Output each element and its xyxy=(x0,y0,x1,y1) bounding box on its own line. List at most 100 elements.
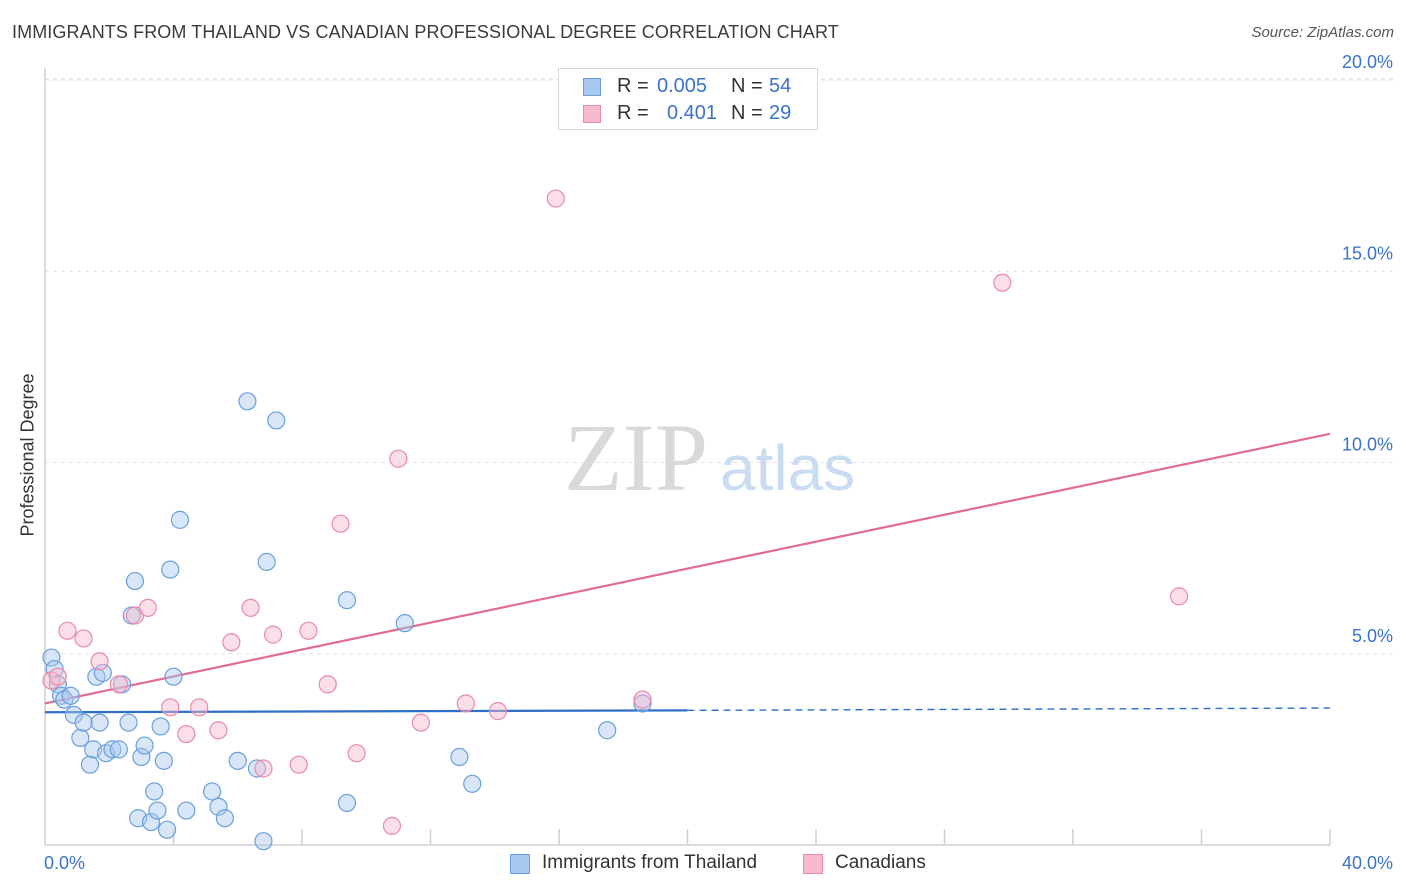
y-tick-label: 15.0% xyxy=(1342,243,1393,263)
point-thailand xyxy=(337,793,357,813)
point-thailand xyxy=(598,721,617,740)
watermark-atlas: atlas xyxy=(720,432,855,504)
r-value: 0.005 xyxy=(657,75,708,97)
source-credit: Source: ZipAtlas.com xyxy=(1251,24,1394,41)
legend-swatch-canadians xyxy=(803,854,823,874)
point-thailand xyxy=(209,797,228,816)
x-tick-label-min: 0.0% xyxy=(44,853,85,873)
stats-swatch-thailand xyxy=(583,78,601,96)
point-canadians xyxy=(222,633,241,652)
point-canadians xyxy=(161,698,180,717)
point-thailand xyxy=(74,713,93,732)
point-canadians xyxy=(299,621,318,640)
point-canadians xyxy=(90,652,109,671)
trend-line-thailand-extension xyxy=(687,707,1331,712)
point-thailand xyxy=(61,686,80,705)
point-canadians xyxy=(411,713,430,732)
point-thailand xyxy=(90,713,109,732)
x-tick-label-max: 40.0% xyxy=(1342,853,1393,873)
point-thailand xyxy=(267,411,286,430)
point-canadians xyxy=(289,755,308,774)
gridlines xyxy=(45,78,1394,655)
point-thailand xyxy=(151,717,170,736)
point-canadians xyxy=(1169,587,1189,606)
point-thailand xyxy=(64,705,84,725)
y-tick-label: 20.0% xyxy=(1342,52,1393,72)
point-canadians xyxy=(456,694,475,713)
point-thailand xyxy=(463,774,482,793)
point-canadians xyxy=(241,598,260,617)
watermark-zip: ZIP xyxy=(564,404,708,511)
point-canadians xyxy=(347,744,366,763)
legend-label-canadians: Canadians xyxy=(835,852,926,873)
y-tick-label: 5.0% xyxy=(1352,626,1393,646)
trend-line-thailand xyxy=(44,709,688,714)
point-thailand xyxy=(161,560,180,579)
point-canadians xyxy=(331,514,350,533)
point-canadians xyxy=(546,189,565,208)
point-thailand xyxy=(119,713,138,732)
point-canadians xyxy=(389,449,408,468)
point-canadians xyxy=(209,721,228,740)
point-thailand xyxy=(395,614,414,633)
point-canadians xyxy=(254,759,273,778)
point-thailand xyxy=(177,801,196,820)
point-thailand xyxy=(257,552,276,572)
legend-label-thailand: Immigrants from Thailand xyxy=(542,852,758,873)
point-canadians xyxy=(318,675,337,694)
point-canadians xyxy=(488,702,508,721)
point-thailand xyxy=(450,747,469,767)
stats-swatch-canadians xyxy=(583,105,601,123)
axes xyxy=(44,68,1331,846)
point-thailand xyxy=(141,812,161,832)
point-thailand xyxy=(42,648,61,667)
point-canadians xyxy=(633,690,652,709)
n-label: N = xyxy=(731,102,763,124)
point-canadians xyxy=(993,273,1012,292)
point-canadians xyxy=(190,698,209,717)
point-thailand xyxy=(228,751,247,770)
point-canadians xyxy=(263,625,283,644)
point-canadians xyxy=(109,675,128,694)
point-canadians xyxy=(177,724,196,744)
point-thailand xyxy=(145,782,164,801)
point-thailand xyxy=(148,801,167,820)
point-thailand xyxy=(109,740,128,759)
n-value: 29 xyxy=(769,102,792,124)
point-thailand xyxy=(215,809,234,828)
r-value: 0.401 xyxy=(667,102,718,124)
n-label: N = xyxy=(731,75,763,97)
point-canadians xyxy=(58,621,77,640)
tick-labels: 5.0% 10.0% 15.0% 20.0% 0.0% 40.0% xyxy=(44,52,1393,873)
point-thailand xyxy=(71,728,90,748)
point-thailand xyxy=(154,751,173,770)
point-canadians xyxy=(74,629,93,648)
point-thailand xyxy=(80,755,100,774)
point-thailand xyxy=(103,740,122,759)
point-thailand xyxy=(157,820,177,839)
chart-title: IMMIGRANTS FROM THAILAND VS CANADIAN PRO… xyxy=(12,22,839,42)
point-thailand xyxy=(125,571,145,591)
r-label: R = xyxy=(617,75,649,97)
point-thailand xyxy=(247,759,267,778)
n-value: 54 xyxy=(769,75,792,97)
legend-swatch-thailand xyxy=(510,854,530,874)
point-canadians xyxy=(382,816,402,835)
point-thailand xyxy=(202,782,222,801)
correlation-stats-box: R = 0.005 N = 54 R = 0.401 N = 29 xyxy=(558,68,818,130)
point-thailand xyxy=(132,747,151,767)
point-canadians xyxy=(48,667,67,686)
point-thailand xyxy=(633,694,652,713)
legend-item-canadians[interactable]: Canadians xyxy=(803,852,943,876)
trend-line-canadians xyxy=(44,432,1331,705)
point-thailand xyxy=(135,736,154,755)
point-canadians xyxy=(138,598,157,617)
legend-item-thailand[interactable]: Immigrants from Thailand xyxy=(510,852,790,876)
point-thailand xyxy=(238,392,257,411)
point-thailand xyxy=(170,510,190,529)
point-thailand xyxy=(164,667,183,686)
point-thailand xyxy=(337,591,357,610)
r-label: R = xyxy=(617,102,649,124)
point-thailand xyxy=(254,832,273,851)
